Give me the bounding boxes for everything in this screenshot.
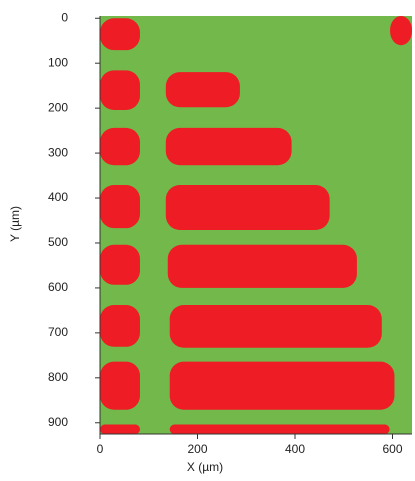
y-axis-label: Y (µm)	[8, 206, 22, 242]
y-tick-label: 800	[48, 370, 68, 384]
y-tick-label: 200	[48, 100, 68, 114]
x-tick-label: 600	[382, 442, 402, 456]
y-tick-label: 0	[61, 10, 68, 24]
region	[100, 245, 140, 285]
region	[100, 70, 140, 110]
x-tick-label: 0	[97, 442, 104, 456]
y-tick-label: 100	[48, 55, 68, 69]
y-tick-label: 900	[48, 415, 68, 429]
chart: X (µm) Y (µm) 0 100 200 300 400 500 600 700 800 9…	[0, 0, 415, 481]
region	[100, 18, 140, 50]
y-tick-label: 600	[48, 280, 68, 294]
x-tick-label: 200	[187, 442, 207, 456]
x-axis-label: X (µm)	[187, 460, 223, 474]
x-tick-label: 400	[285, 442, 305, 456]
region	[170, 362, 395, 410]
y-tick-label: 700	[48, 325, 68, 339]
region	[166, 128, 292, 165]
y-tick-label: 400	[48, 190, 68, 204]
region	[170, 305, 382, 348]
region	[100, 128, 140, 165]
region	[100, 425, 140, 434]
region	[170, 425, 390, 434]
region	[166, 185, 330, 230]
region	[100, 362, 140, 410]
region	[100, 305, 140, 347]
region	[166, 72, 240, 107]
y-tick-label: 500	[48, 235, 68, 249]
region	[390, 16, 412, 45]
region	[168, 245, 357, 288]
region	[100, 185, 140, 228]
y-tick-label: 300	[48, 145, 68, 159]
